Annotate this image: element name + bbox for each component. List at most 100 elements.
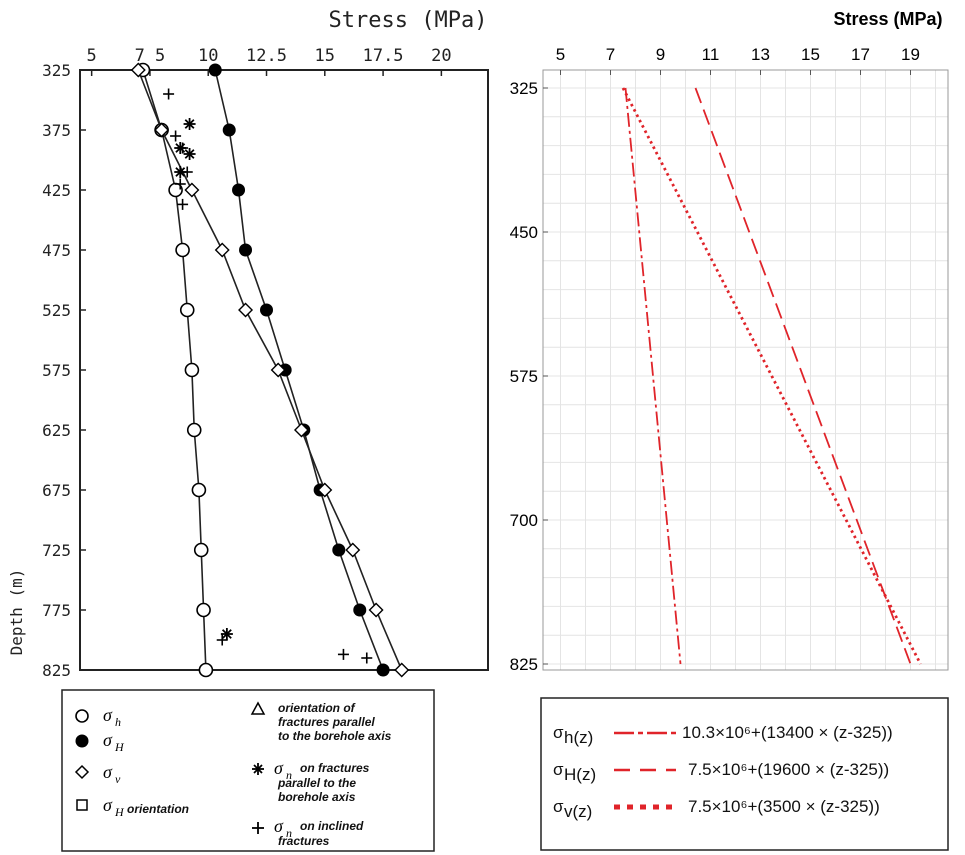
data-point-h-475: [175, 242, 190, 258]
data-point-n-on-inclined-fractures-380: [170, 130, 182, 142]
right-legend-item-h-z: σ H(z) 7.5×10⁶+(19600 × (z-325)): [553, 760, 889, 784]
data-point-h-775: [196, 602, 211, 618]
legend-ast-symbol: σ: [274, 758, 284, 778]
right-series-group: [621, 87, 922, 665]
legend-sHo-text: orientation: [127, 802, 189, 816]
right-legend-box: [540, 697, 949, 851]
left-x-tick-label-12-5: 12.5: [246, 46, 287, 66]
legend-asterisk-marker: [252, 763, 264, 775]
data-point-v-675: [317, 482, 333, 498]
right-grid: [543, 70, 948, 670]
legend-tri-line3: to the borehole axis: [278, 729, 392, 743]
data-point-h-775: [353, 603, 367, 617]
right-x-tick-label-11: 11: [702, 45, 720, 64]
left-series-v: [130, 62, 410, 678]
left-y-tick-label-575: 575: [42, 361, 71, 380]
data-point-n-on-inclined-fractures-420: [174, 178, 186, 190]
left-y-tick-label-825: 825: [42, 661, 71, 680]
right-x-ticks: 5 7 9 11 13 15 17 19: [556, 45, 920, 75]
data-point-h-525: [260, 303, 274, 317]
left-series-h: [135, 62, 214, 678]
data-point-h-575: [184, 362, 200, 378]
data-point-n-on-inclined-fractures-390: [177, 142, 189, 154]
data-point-h-525: [179, 302, 195, 318]
data-point-h-825: [198, 662, 214, 678]
legend-sh-symbol: σ: [103, 705, 113, 725]
legend-sHo-symbol: σ: [103, 795, 113, 815]
right-legend-formula: 10.3×10⁶+(13400 × (z-325)): [682, 723, 893, 742]
data-point-h-475: [239, 243, 253, 257]
left-y-tick-label-675: 675: [42, 481, 71, 500]
left-x-tick-label-5: 5: [87, 46, 97, 66]
left-legend-box: [61, 689, 435, 852]
left-y-tick-label-375: 375: [42, 121, 71, 140]
right-x-tick-label-9: 9: [656, 45, 665, 64]
right-legend-symbol: σ: [553, 797, 564, 816]
legend-ast-sub: n: [286, 768, 292, 782]
legend-ast-line2: parallel to the: [277, 776, 356, 790]
data-point-v-825: [394, 662, 410, 678]
left-y-tick-label-325: 325: [42, 61, 71, 80]
legend-tri-line2: fractures parallel: [278, 715, 375, 729]
legend-sH-sub: H: [114, 740, 125, 754]
legend-diamond-marker: [74, 764, 90, 780]
right-legend-formula: 7.5×10⁶+(3500 × (z-325)): [688, 797, 880, 816]
left-y-tick-label-475: 475: [42, 241, 71, 260]
data-point-v-425: [184, 182, 200, 198]
legend-plus-sub: n: [286, 826, 292, 840]
right-legend: σ h(z) 10.3×10⁶+(13400 × (z-325))σ H(z) 7.5×…: [540, 697, 949, 851]
right-legend-item-h-z: σ h(z) 10.3×10⁶+(13400 × (z-325)): [553, 723, 893, 747]
left-x-ticks: 5 7 5 10 12.5 15 17.5 20: [87, 46, 452, 76]
legend-sv-sub: v: [115, 772, 121, 786]
left-x-tick-label-7-5: 7 5: [135, 46, 166, 66]
left-y-tick-label-725: 725: [42, 541, 71, 560]
left-y-tick-label-625: 625: [42, 421, 71, 440]
data-point-n-on-fractures-parallel-to-the-borehole-axis-370: [183, 118, 196, 130]
right-legend-subscript: v(z): [564, 802, 592, 821]
data-point-n-on-inclined-fractures-437: [177, 198, 189, 210]
left-x-tick-label-20: 20: [431, 46, 451, 66]
right-x-tick-label-5: 5: [556, 45, 565, 64]
left-series-n-on-inclined-fractures: [163, 88, 373, 664]
legend-plus-symbol: σ: [274, 816, 284, 836]
data-point-v-375: [154, 122, 170, 138]
data-point-v-575: [270, 362, 286, 378]
left-panel: Stress (MPa) 5 7 5 10 12.5 15 17.5 20 325 375 42…: [7, 8, 489, 680]
data-point-v-725: [345, 542, 361, 558]
data-point-h-425: [232, 183, 246, 197]
right-legend-symbol: σ: [553, 723, 564, 742]
left-y-tick-label-525: 525: [42, 301, 71, 320]
right-x-tick-label-17: 17: [851, 45, 870, 64]
data-point-n-on-inclined-fractures-800: [216, 634, 228, 646]
right-x-tick-label-13: 13: [751, 45, 770, 64]
legend-sh-sub: h: [115, 715, 121, 729]
right-y-ticks: 325 450 575 700 825: [510, 79, 548, 674]
right-legend-item-v-z: σ v(z) 7.5×10⁶+(3500 × (z-325)): [553, 797, 880, 821]
data-point-v-775: [368, 602, 384, 618]
data-point-n-on-fractures-parallel-to-the-borehole-axis-795: [220, 628, 233, 640]
legend-open-circle-marker: [75, 709, 89, 723]
right-panel: Stress (MPa) 5 7 9 11 13 15 17 19 325 450 575 700 8…: [510, 9, 949, 674]
data-point-v-475: [214, 242, 230, 258]
left-x-tick-label-15: 15: [315, 46, 335, 66]
right-legend-subscript: H(z): [564, 765, 596, 784]
left-chart-title: Stress (MPa): [329, 8, 488, 33]
data-point-h-625: [186, 422, 202, 438]
right-series-line-h-z: [694, 87, 912, 665]
data-point-n-on-fractures-parallel-to-the-borehole-axis-395: [183, 148, 196, 160]
left-y-ticks: 325 375 425 475 525 575 625 675 725 775 825: [42, 61, 86, 680]
left-x-tick-label-17-5: 17.5: [363, 46, 404, 66]
legend-plus-line2: fractures: [278, 834, 330, 848]
right-y-tick-label-825: 825: [510, 655, 538, 674]
data-point-n-on-inclined-fractures-410: [181, 166, 193, 178]
data-point-n-on-inclined-fractures-815: [361, 652, 373, 664]
legend-plus-line1: on inclined: [300, 819, 364, 833]
right-x-tick-label-19: 19: [901, 45, 920, 64]
legend-ast-line3: borehole axis: [278, 790, 356, 804]
left-legend: σ h σ H σ v σ H orientation orientation …: [61, 689, 435, 852]
legend-sHo-sub: H: [114, 805, 125, 819]
legend-plus-marker: [252, 822, 264, 834]
left-y-tick-label-425: 425: [42, 181, 71, 200]
right-x-tick-label-15: 15: [801, 45, 820, 64]
